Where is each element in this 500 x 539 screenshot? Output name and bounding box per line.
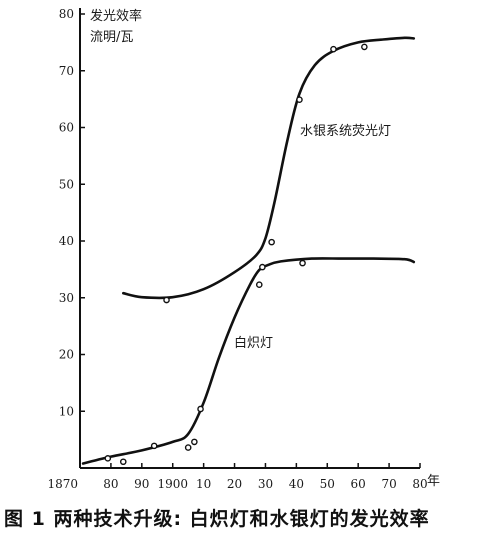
data-point-mercury — [296, 96, 303, 103]
x-tick-label: 1900 — [157, 477, 188, 491]
y-tick-label: 60 — [59, 121, 74, 135]
data-point-incandescent — [119, 458, 127, 466]
x-tick-label: 30 — [258, 477, 273, 491]
y-tick-label: 30 — [59, 291, 74, 305]
x-tick-label: 20 — [227, 477, 242, 491]
series-line-mercury — [122, 36, 416, 300]
data-point-incandescent — [259, 263, 266, 271]
data-point-incandescent — [191, 438, 198, 446]
x-tick-label: 1870 — [47, 477, 78, 491]
series-line-incandescent — [81, 257, 416, 465]
y-tick-label: 20 — [59, 348, 74, 362]
data-point-mercury — [330, 45, 337, 53]
x-tick-label: 70 — [381, 477, 396, 491]
data-point-mercury — [268, 238, 275, 246]
chart-curves — [81, 36, 416, 465]
data-point-incandescent — [299, 259, 306, 267]
x-tick-label: 50 — [320, 477, 335, 491]
x-tick-label: 10 — [196, 477, 211, 491]
series-label-incandescent: 白炽灯 — [234, 335, 273, 351]
y-tick-label: 70 — [59, 64, 74, 78]
series-label-mercury: 水银系统荧光灯 — [300, 124, 391, 139]
chart-points — [104, 43, 368, 466]
y-axis-label-line2: 流明/瓦 — [90, 30, 133, 45]
efficiency-chart: 1870 80 90 1900 10 20 30 40 50 60 70 80 10 20 30 40 50 60… — [47, 7, 440, 491]
chart-axes — [79, 8, 420, 469]
x-tick-label: 80 — [412, 477, 427, 491]
data-point-incandescent — [104, 455, 112, 462]
y-tick-label: 50 — [59, 177, 74, 191]
x-tick-label: 60 — [351, 477, 366, 491]
y-tick-label: 10 — [59, 404, 74, 418]
y-axis-label-line1: 发光效率 — [90, 8, 142, 24]
x-tick-label: 90 — [134, 477, 149, 491]
data-point-incandescent — [197, 405, 204, 413]
figure-caption: 图 1 两种技术升级: 白炽灯和水银灯的发光效率 — [4, 508, 430, 530]
x-axis-unit-label: 年 — [427, 474, 440, 489]
x-tick-label: 40 — [289, 477, 304, 491]
chart-ticks: 1870 80 90 1900 10 20 30 40 50 60 70 80 10 20 30 40 50 60… — [47, 7, 427, 491]
data-point-incandescent — [184, 444, 192, 451]
data-point-mercury — [163, 296, 170, 304]
y-tick-label: 40 — [59, 234, 74, 248]
data-point-mercury — [361, 43, 368, 51]
data-point-incandescent — [150, 442, 158, 450]
x-tick-label: 80 — [103, 477, 118, 491]
y-tick-label: 80 — [59, 7, 74, 21]
data-point-incandescent — [255, 281, 263, 288]
